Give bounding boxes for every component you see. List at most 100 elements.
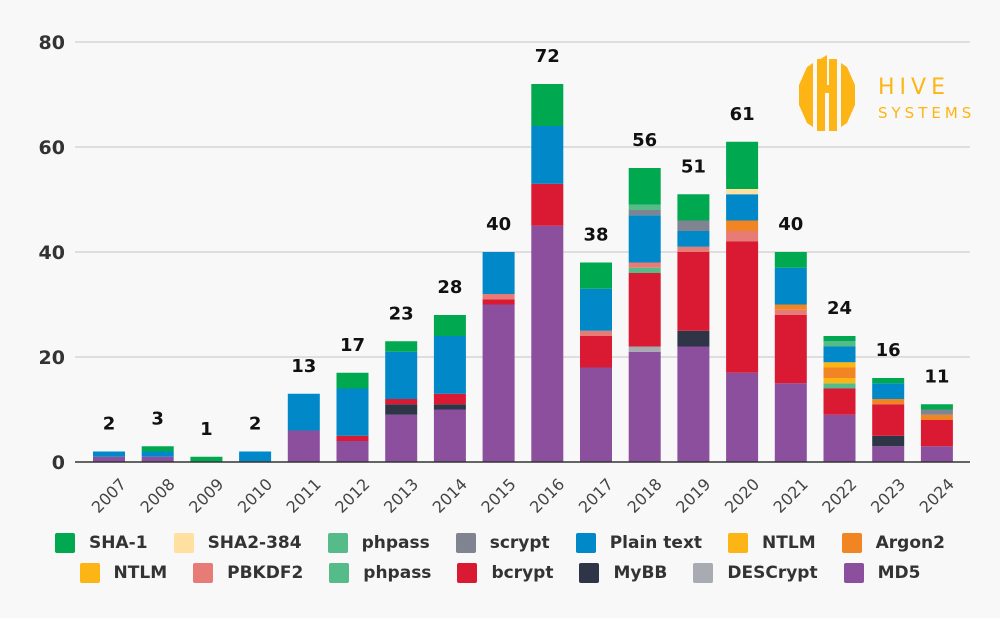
bar-segment-plain-text-2023 — [872, 383, 905, 399]
total-label-2024: 11 — [924, 366, 949, 387]
bar-segment-md5-2015 — [482, 304, 515, 462]
x-tick-label: 2011 — [283, 475, 325, 517]
legend-item-plain-text: Plain text — [575, 533, 703, 553]
bar-segment-scrypt-2019 — [677, 220, 710, 231]
legend-item-pbkdf2: PBKDF2 — [193, 563, 303, 583]
total-label-2009: 1 — [200, 419, 213, 440]
x-tick-label: 2020 — [721, 475, 763, 517]
bar-segment-plain-text-2020 — [726, 194, 759, 221]
x-tick-label: 2013 — [380, 475, 422, 517]
legend-item-md5: MD5 — [843, 563, 921, 583]
legend-label: Argon2 — [875, 533, 945, 553]
total-label-2016: 72 — [535, 46, 560, 67]
bar-segment-plain-text-2010 — [239, 451, 272, 462]
legend-item-phpass: phpass — [329, 563, 431, 583]
bar-segment-mybb-2013 — [385, 404, 418, 415]
bar-segment-bcrypt-2023 — [872, 404, 905, 436]
bar-segment-bcrypt-2019 — [677, 252, 710, 331]
bar-segment-sha-1-2016 — [531, 84, 564, 126]
bar-segment-mybb-2014 — [433, 404, 466, 410]
total-label-2017: 38 — [583, 225, 608, 246]
legend-item-argon2: Argon2 — [841, 533, 945, 553]
bar-segment-md5-2022 — [823, 414, 856, 462]
legend-swatch — [329, 563, 350, 583]
legend-swatch — [579, 563, 600, 583]
x-tick-label: 2008 — [136, 475, 178, 517]
bar-segment-pbkdf2-2015 — [482, 294, 515, 300]
bar-segment-plain-text-2014 — [433, 336, 466, 394]
bar-segment-bcrypt-2022 — [823, 388, 856, 415]
x-tick-label: 2019 — [672, 475, 714, 517]
legend-item-mybb: MyBB — [579, 563, 667, 583]
bar-segment-md5-2007 — [93, 456, 125, 462]
bar-segment-pbkdf2-2017 — [580, 330, 612, 336]
bar-segment-bcrypt-2017 — [580, 336, 612, 368]
y-tick-label: 80 — [39, 32, 65, 54]
total-label-2023: 16 — [876, 340, 901, 361]
total-label-2012: 17 — [340, 335, 365, 356]
bar-segment-sha-1-2014 — [433, 315, 466, 336]
legend-row-1: SHA-1 SHA2-384 phpass scrypt Plain text NTLM A… — [0, 533, 1000, 553]
total-label-2010: 2 — [249, 414, 262, 435]
legend-label: Plain text — [609, 533, 703, 553]
legend-item-sha2-384: SHA2-384 — [173, 533, 302, 553]
bar-segment-pbkdf2-2018 — [628, 262, 661, 268]
legend-label: MyBB — [613, 563, 668, 583]
legend-swatch — [455, 533, 476, 553]
hive-systems-logo: HIVE SYSTEMS — [795, 55, 975, 139]
x-tick-label: 2023 — [867, 475, 909, 517]
legend-label: phpass — [361, 533, 430, 553]
bar-segment-bcrypt-2018 — [628, 273, 661, 347]
bar-segment-argon2-2024 — [920, 414, 953, 420]
bar-segment-sha-1-2017 — [580, 262, 612, 289]
total-label-2021: 40 — [778, 214, 803, 235]
bar-segment-bcrypt-2020 — [726, 241, 759, 373]
bar-segment-sha-1-2023 — [872, 378, 905, 384]
bar-segment-bcrypt-2013 — [385, 399, 418, 405]
bar-segment-bcrypt-2016 — [531, 183, 564, 226]
bar-segment-plain-text-2021 — [774, 267, 807, 305]
bar-segment-plain-text-2013 — [385, 351, 418, 399]
legend-item-descrypt: DESCrypt — [693, 563, 818, 583]
total-label-2007: 2 — [103, 414, 116, 435]
x-tick-label: 2018 — [623, 475, 665, 517]
legend-item-bcrypt: bcrypt — [457, 563, 553, 583]
bar-segment-plain-text-2008 — [141, 451, 174, 457]
logo-line2: SYSTEMS — [878, 104, 975, 122]
bar-segment-sha-1-2012 — [336, 372, 369, 389]
bar-segment-md5-2014 — [433, 409, 466, 462]
x-tick-label: 2016 — [526, 475, 568, 517]
bar-segment-md5-2024 — [920, 446, 953, 462]
legend-label: PBKDF2 — [227, 563, 304, 583]
bar-segment-plain-text-2011 — [287, 393, 320, 431]
bar-segment-phpass-2022 — [823, 383, 856, 389]
bar-segment-argon2-2020 — [726, 220, 759, 231]
bar-segment-phpass-2018 — [628, 267, 661, 273]
bar-segment-sha-1-2022 — [823, 336, 856, 342]
bar-segment-bcrypt-2024 — [920, 420, 953, 447]
bar-segment-bcrypt-2021 — [774, 315, 807, 384]
bar-segment-bcrypt-2012 — [336, 435, 369, 441]
bar-segment-md5-2018 — [628, 351, 661, 462]
y-tick-label: 20 — [39, 347, 65, 369]
legend-label: bcrypt — [491, 563, 554, 583]
y-tick-label: 40 — [39, 242, 65, 264]
bar-segment-sha-1-2008 — [141, 446, 174, 452]
legend-label: MD5 — [877, 563, 921, 583]
bar-segment-mybb-2019 — [677, 330, 710, 347]
legend-label: NTLM — [113, 563, 168, 583]
legend-item-ntlm: NTLM — [728, 533, 816, 553]
logo-line1: HIVE — [878, 75, 950, 100]
bar-segment-md5-2021 — [774, 383, 807, 462]
x-tick-label: 2015 — [477, 475, 519, 517]
total-label-2008: 3 — [151, 408, 164, 429]
bar-segment-sha-1-2013 — [385, 341, 418, 352]
bar-segment-md5-2016 — [531, 225, 564, 462]
legend-label: phpass — [363, 563, 432, 583]
legend-swatch — [457, 563, 478, 583]
total-label-2018: 56 — [632, 130, 657, 151]
bar-segment-plain-text-2022 — [823, 346, 856, 363]
bar-segment-sha-1-2009 — [190, 456, 223, 462]
x-tick-label: 2009 — [185, 475, 227, 517]
bar-segment-ntlm-2022 — [823, 362, 856, 368]
